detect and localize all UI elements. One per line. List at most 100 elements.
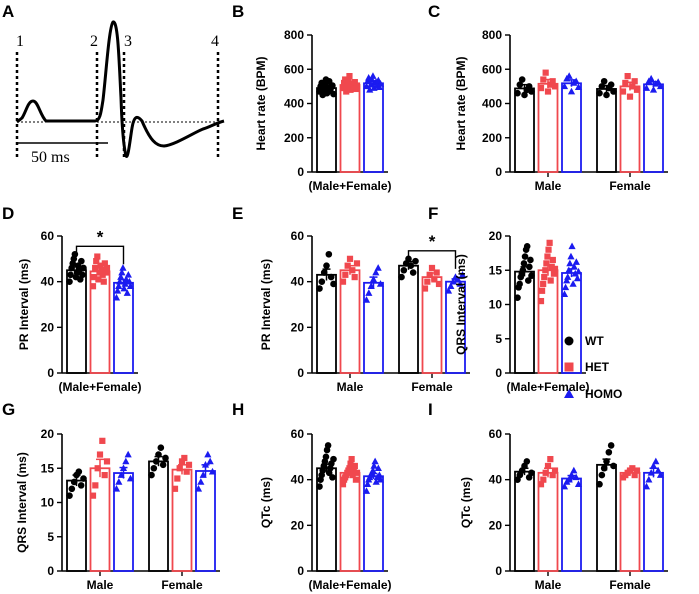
x-category-label: Male — [87, 578, 114, 592]
data-point-homo — [118, 268, 126, 276]
x-category-label: (Male+Female) — [308, 179, 391, 193]
data-point-het — [540, 280, 547, 288]
y-tick-label: 0 — [297, 564, 304, 578]
data-point-wt — [526, 263, 533, 271]
data-point-homo — [370, 84, 378, 91]
y-tick-label: 60 — [41, 229, 55, 243]
y-tick-label: 20 — [291, 320, 305, 334]
data-point-homo — [570, 263, 578, 270]
data-point-homo — [564, 273, 572, 280]
data-point-homo — [126, 474, 135, 482]
data-point-het — [346, 255, 354, 262]
data-point-het — [89, 283, 97, 290]
data-point-wt — [330, 280, 337, 288]
data-point-homo — [126, 282, 135, 290]
data-point-het — [549, 472, 556, 479]
data-point-het — [339, 481, 347, 488]
data-point-het — [100, 278, 107, 285]
data-point-homo — [363, 480, 372, 488]
data-point-het — [183, 468, 190, 475]
data-point-wt — [80, 264, 87, 272]
data-point-homo — [444, 287, 453, 294]
data-point-wt — [523, 458, 531, 465]
x-category-label: (Male+Female) — [58, 380, 141, 394]
data-point-wt — [322, 453, 330, 461]
data-point-het — [99, 437, 106, 444]
data-point-homo — [119, 464, 128, 472]
data-point-homo — [642, 482, 651, 490]
y-tick-label: 0 — [297, 366, 304, 380]
bar-wt — [596, 463, 617, 572]
data-point-het — [90, 274, 98, 281]
panel-label-E: E — [232, 204, 243, 223]
data-point-homo — [123, 289, 131, 296]
bar-het — [537, 471, 559, 572]
data-point-homo — [654, 466, 662, 474]
data-point-het — [633, 467, 641, 474]
data-point-homo — [642, 84, 651, 91]
data-point-wt — [329, 82, 336, 89]
data-point-het — [421, 285, 429, 292]
data-point-het — [428, 264, 436, 272]
data-point-het — [353, 260, 361, 267]
x-category-label: Female — [161, 578, 203, 592]
data-point-homo — [561, 283, 570, 291]
data-point-het — [103, 458, 111, 465]
significance-bracket — [75, 245, 125, 265]
data-point-het — [631, 472, 638, 479]
data-point-wt — [514, 89, 521, 97]
data-point-homo — [362, 296, 371, 303]
data-point-wt — [528, 272, 535, 280]
data-point-homo — [372, 268, 380, 276]
ecg-marker-4: 4 — [211, 33, 219, 50]
chart-h: H 0 20 40 60 QTc (ms) (Male+Female) — [232, 400, 392, 592]
data-point-het — [351, 462, 358, 470]
data-point-homo — [565, 266, 573, 274]
data-point-homo — [573, 274, 582, 282]
data-point-homo — [199, 471, 207, 478]
data-point-wt — [409, 269, 417, 276]
data-point-het — [92, 264, 99, 272]
data-point-het — [622, 79, 629, 87]
y-axis-label: PR Interval (ms) — [17, 259, 31, 350]
data-point-het — [348, 456, 355, 463]
data-point-het — [629, 465, 636, 472]
bar-wt — [316, 87, 337, 173]
legend: WT HET HOMO — [564, 334, 622, 401]
chart-d: D 0 20 40 60 PR Interval (ms) (Male+Female) * — [2, 204, 142, 394]
data-point-homo — [454, 275, 462, 283]
y-tick-label: 10 — [489, 298, 503, 312]
data-point-wt — [75, 468, 83, 475]
data-point-homo — [362, 487, 371, 494]
data-point-homo — [197, 478, 205, 485]
data-point-homo — [112, 485, 121, 492]
data-point-homo — [567, 87, 576, 95]
bar-het — [339, 84, 361, 173]
data-point-het — [352, 476, 360, 483]
bar-homo — [363, 82, 384, 173]
data-point-het — [349, 472, 356, 479]
y-tick-label: 0 — [297, 165, 304, 179]
data-point-homo — [375, 471, 384, 478]
data-point-wt — [605, 448, 613, 456]
y-tick-label: 600 — [284, 62, 304, 76]
y-tick-label: 0 — [495, 564, 502, 578]
data-point-het — [349, 267, 356, 274]
data-point-het — [344, 262, 351, 269]
data-point-het — [340, 79, 348, 87]
data-point-wt — [407, 262, 415, 269]
data-point-homo — [572, 473, 580, 481]
data-point-wt — [66, 278, 73, 285]
data-point-wt — [521, 253, 529, 260]
data-point-homo — [362, 82, 371, 90]
chart-f: F 0 5 10 15 20 QRS Interval (ms) (Male+Female) — [428, 204, 590, 394]
data-point-homo — [368, 75, 376, 83]
y-tick-label: 400 — [482, 97, 502, 111]
data-point-homo — [572, 258, 580, 265]
data-point-wt — [528, 469, 535, 477]
y-tick-label: 40 — [41, 275, 55, 289]
data-point-het — [102, 269, 110, 276]
y-tick-label: 800 — [284, 28, 304, 42]
data-point-homo — [447, 282, 455, 290]
data-point-wt — [519, 266, 527, 274]
